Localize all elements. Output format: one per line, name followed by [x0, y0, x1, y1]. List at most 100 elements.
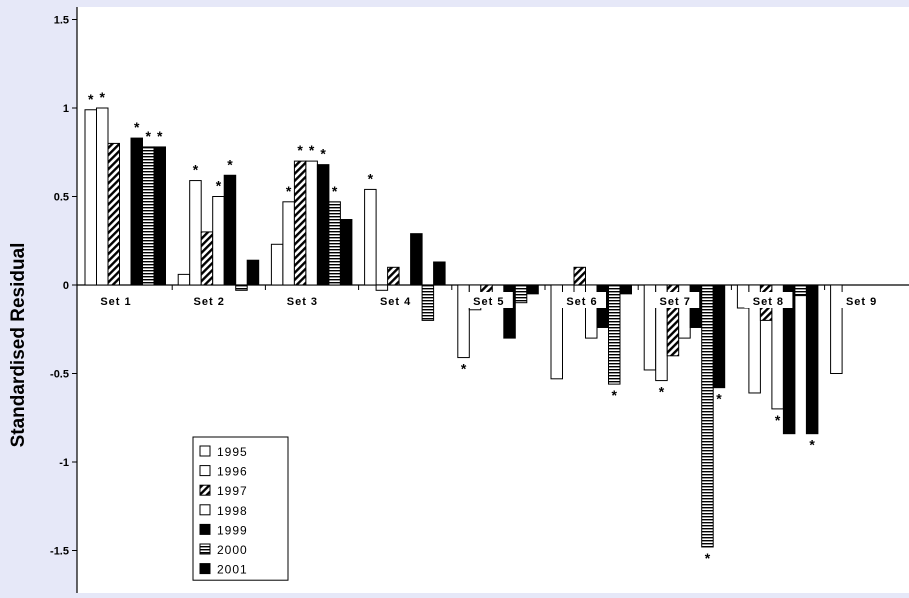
bar-1996	[96, 107, 109, 286]
legend-swatch-2000	[199, 543, 211, 555]
bar-2000	[421, 284, 435, 321]
significance-marker: *	[134, 119, 140, 135]
bar-1997	[573, 266, 586, 286]
significance-marker: *	[297, 142, 303, 158]
bar-1999	[130, 137, 143, 286]
bar-1996	[282, 201, 295, 286]
bar-2000	[514, 284, 528, 304]
bar-1999	[503, 284, 516, 339]
x-category-label: Set 1	[100, 296, 131, 308]
bar-1997	[200, 231, 214, 286]
y-tick-label: -0.5	[50, 369, 69, 381]
category-label-bg	[278, 292, 327, 308]
y-tick-label: 1.5	[54, 15, 69, 27]
significance-marker: *	[461, 361, 467, 377]
category-label-bg	[744, 292, 793, 308]
x-category-label: Set 4	[380, 296, 411, 308]
x-category-label: Set 7	[660, 296, 691, 308]
bar-2000	[235, 284, 248, 291]
y-axis-title: Standardised Residual	[8, 243, 29, 448]
bar-1995	[177, 273, 191, 286]
legend-label: 1997	[217, 484, 248, 498]
bar-2001	[712, 284, 726, 389]
legend-label: 1999	[217, 523, 248, 537]
legend-swatch-1997	[199, 484, 211, 496]
significance-marker: *	[193, 162, 199, 178]
bar-2000	[608, 284, 621, 385]
significance-marker: *	[146, 128, 152, 144]
bar-1997	[107, 142, 120, 286]
bar-1999	[782, 284, 796, 435]
category-label-bg	[837, 292, 886, 308]
bar-1998	[212, 196, 225, 286]
y-tick-label: 1	[63, 103, 69, 115]
significance-marker: *	[775, 412, 781, 428]
bar-1999	[223, 174, 237, 286]
significance-marker: *	[216, 178, 222, 194]
significance-marker: *	[227, 156, 233, 172]
legend-label: 2000	[217, 543, 248, 557]
category-label-bg	[558, 292, 606, 308]
significance-marker: *	[716, 391, 722, 407]
bar-1995	[84, 109, 97, 286]
bar-1999	[316, 164, 330, 286]
bar-1996	[748, 284, 761, 394]
bar-2001	[433, 261, 446, 286]
significance-marker: *	[809, 437, 815, 453]
bar-1995	[270, 243, 284, 286]
bar-2000	[701, 284, 714, 548]
category-label-bg	[651, 292, 700, 308]
bar-2001	[619, 284, 632, 295]
y-tick-label: 0.5	[54, 192, 69, 204]
y-tick-label: 0	[63, 280, 69, 292]
significance-marker: *	[100, 89, 106, 105]
x-category-label: Set 6	[566, 296, 597, 308]
bar-1998	[305, 160, 318, 286]
bar-2001	[805, 284, 819, 435]
x-category-label: Set 2	[194, 296, 225, 308]
significance-marker: *	[705, 550, 711, 566]
y-tick-label: -1.5	[50, 546, 69, 558]
bar-2000	[142, 146, 155, 286]
significance-marker: *	[88, 91, 94, 107]
significance-marker: *	[659, 384, 665, 400]
x-category-label: Set 5	[473, 296, 504, 308]
significance-marker: *	[612, 387, 618, 403]
bar-2001	[153, 146, 166, 286]
bar-1995	[364, 188, 377, 286]
bar-1995	[550, 284, 563, 380]
bar-1996	[189, 180, 202, 286]
significance-marker: *	[332, 183, 338, 199]
legend-swatch-1998	[199, 504, 211, 516]
bar-2000	[794, 284, 807, 297]
bar-1997	[387, 266, 400, 286]
legend-label: 2001	[217, 563, 248, 577]
legend-label: 1998	[217, 504, 248, 518]
x-category-label: Set 8	[753, 296, 784, 308]
bar-2000	[328, 201, 341, 286]
x-category-label: Set 3	[287, 296, 318, 308]
significance-marker: *	[309, 142, 315, 158]
bar-1995	[457, 284, 470, 359]
y-tick-label: -1	[59, 457, 69, 469]
bar-2001	[526, 284, 539, 295]
bar-1997	[293, 160, 307, 286]
category-label-bg	[185, 292, 234, 308]
bar-1995	[830, 284, 843, 374]
legend-swatch-1995	[199, 445, 211, 457]
category-label-bg	[92, 292, 140, 308]
bar-2001	[339, 219, 353, 286]
significance-marker: *	[320, 146, 326, 162]
bar-1999	[410, 233, 423, 286]
legend-label: 1995	[217, 445, 248, 459]
significance-marker: *	[157, 128, 163, 144]
legend-swatch-1996	[199, 465, 211, 477]
bar-2001	[246, 259, 260, 286]
category-label-bg	[371, 292, 420, 308]
legend-label: 1996	[217, 465, 248, 479]
bar-1996	[375, 284, 389, 291]
significance-marker: *	[286, 183, 292, 199]
x-category-label: Set 9	[846, 296, 877, 308]
